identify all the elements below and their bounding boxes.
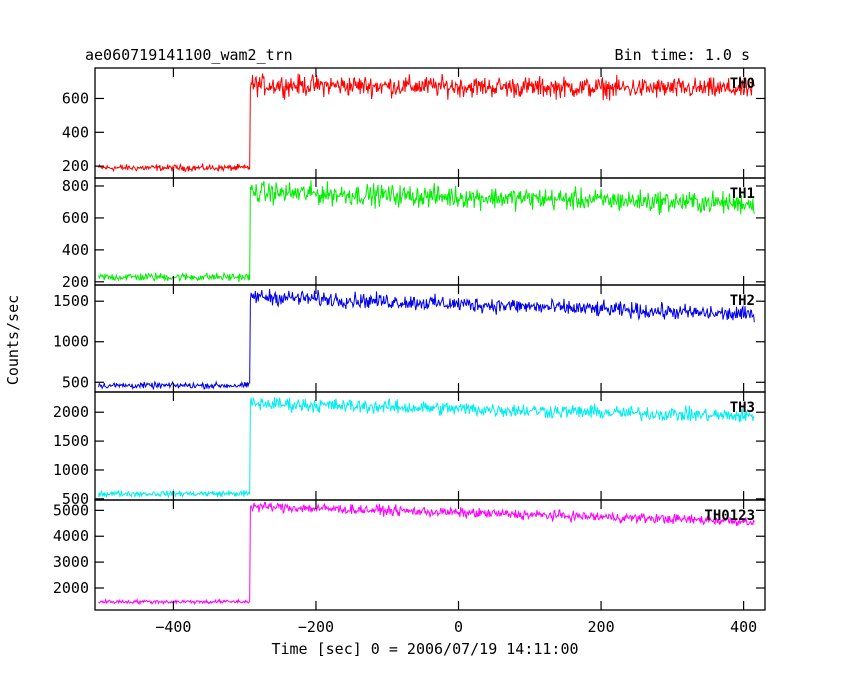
panel-th0: 200 400 600 TH0 (62, 68, 765, 178)
y-tick-label: 600 (62, 89, 89, 107)
series-line-th1 (99, 180, 755, 282)
y-tick-label: 1000 (53, 461, 89, 479)
y-tick-label: 500 (62, 373, 89, 391)
x-tick-label: −200 (298, 618, 334, 636)
panel-th1: 200 400 600 800 TH1 (62, 177, 765, 291)
y-tick-label: 200 (62, 273, 89, 291)
chart-title: ae060719141100_wam2_trn (85, 46, 293, 64)
x-axis: −400 −200 0 200 400 (155, 618, 757, 636)
y-tick-label: 400 (62, 123, 89, 141)
x-tick-label: 400 (730, 618, 757, 636)
y-tick-label: 3000 (53, 553, 89, 571)
series-line-th3 (99, 397, 755, 497)
x-tick-label: 0 (454, 618, 463, 636)
y-tick-label: 200 (62, 157, 89, 175)
y-tick-label: 1500 (53, 432, 89, 450)
y-tick-label: 600 (62, 209, 89, 227)
series-line-th0 (99, 74, 755, 172)
x-axis-label: Time [sec] 0 = 2006/07/19 14:11:00 (271, 640, 578, 658)
series-label-th0123: TH0123 (704, 508, 755, 524)
series-label-th2: TH2 (730, 293, 755, 309)
series-line-th2 (99, 289, 755, 389)
panel-th2: 500 1000 1500 TH2 (53, 285, 765, 392)
y-tick-label: 1000 (53, 333, 89, 351)
panels-group: 200 400 600 TH0 200 400 600 800 TH1 500 1000 1500 TH… (53, 68, 765, 610)
y-axis-label: Counts/sec (4, 295, 22, 385)
y-tick-label: 4000 (53, 527, 89, 545)
y-tick-label: 2000 (53, 579, 89, 597)
y-tick-label: 1500 (53, 292, 89, 310)
y-tick-label: 400 (62, 241, 89, 259)
y-tick-label: 2000 (53, 403, 89, 421)
series-label-th3: TH3 (730, 400, 755, 416)
bin-time-label: Bin time: 1.0 s (615, 46, 750, 64)
series-label-th0: TH0 (730, 76, 755, 92)
y-tick-label: 5000 (53, 501, 89, 519)
series-label-th1: TH1 (730, 186, 755, 202)
x-tick-label: 200 (588, 618, 615, 636)
panel-th0123: 2000 3000 4000 5000 TH0123 (53, 500, 765, 610)
x-tick-label: −400 (155, 618, 191, 636)
series-line-th0123 (99, 502, 755, 603)
y-tick-label: 800 (62, 177, 89, 195)
